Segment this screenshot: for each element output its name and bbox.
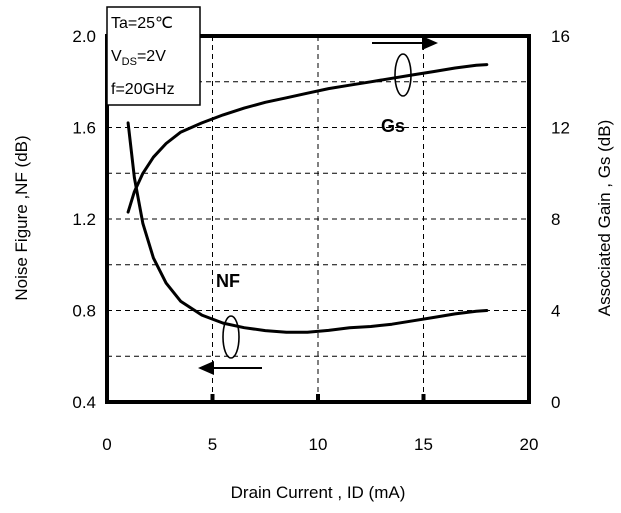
y-left-tick-label-3: 1.6 [72, 119, 96, 138]
y-left-tick-label-4: 2.0 [72, 27, 96, 46]
conditions-box: Ta=25℃ VDS=2V f=20GHz [106, 6, 201, 106]
y-right-tick-label-0: 0 [551, 393, 560, 412]
nf-axis-arrow-head-icon [198, 361, 214, 375]
y-axis-left-title: Noise Figure ,NF (dB) [12, 135, 31, 300]
y-left-tick-label-2: 1.2 [72, 210, 96, 229]
condition-voltage-main: V [111, 48, 122, 65]
x-tick-label-0: 0 [102, 435, 111, 454]
x-tick-label-4: 20 [520, 435, 539, 454]
x-tick-label-1: 5 [208, 435, 217, 454]
nf-curve-marker-ellipse [222, 315, 240, 359]
grid-lines [107, 36, 529, 402]
tick-labels: 0 5 10 15 20 0.4 0.8 1.2 1.6 2.0 0 4 8 12 16 [72, 27, 570, 454]
y-right-tick-label-4: 16 [551, 27, 570, 46]
condition-voltage-sub: DS [122, 56, 137, 68]
condition-temperature: Ta=25℃ [111, 15, 173, 32]
y-right-tick-label-3: 12 [551, 119, 570, 138]
annotations [198, 36, 438, 375]
y-right-tick-label-2: 8 [551, 210, 560, 229]
x-tick-label-3: 15 [414, 435, 433, 454]
y-left-tick-label-0: 0.4 [72, 393, 96, 412]
y-right-tick-label-1: 4 [551, 302, 560, 321]
condition-frequency: f=20GHz [111, 81, 175, 98]
condition-voltage-rest: =2V [137, 48, 166, 65]
y-left-tick-label-1: 0.8 [72, 302, 96, 321]
condition-voltage: VDS=2V [111, 48, 166, 68]
x-axis-title: Drain Current , ID (mA) [231, 483, 406, 502]
x-tick-label-2: 10 [309, 435, 328, 454]
gs-series-label: Gs [381, 116, 405, 136]
nf-series-label: NF [216, 271, 240, 291]
series-line-nf [126, 121, 489, 334]
series-line-gs [126, 63, 489, 214]
series-lines [126, 63, 489, 334]
y-axis-right-title: Associated Gain , Gs (dB) [595, 120, 614, 317]
gs-curve-marker-ellipse [394, 53, 412, 97]
gs-axis-arrow-head-icon [422, 36, 438, 50]
